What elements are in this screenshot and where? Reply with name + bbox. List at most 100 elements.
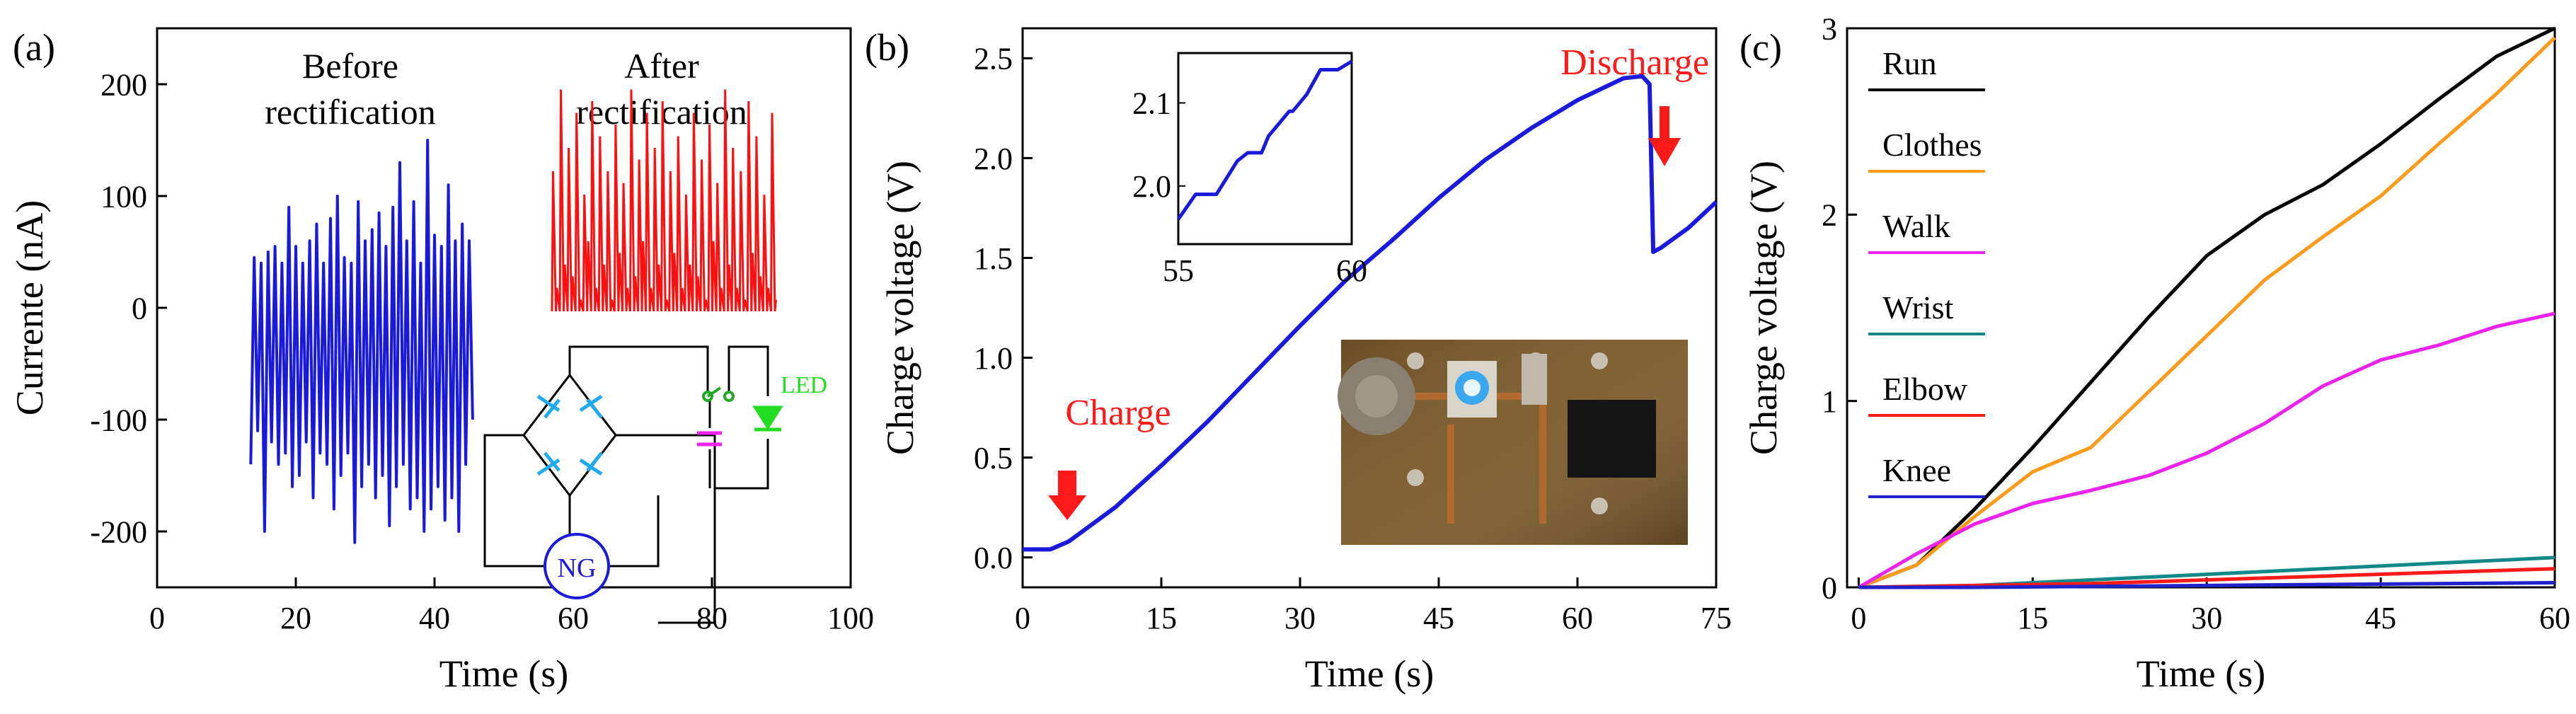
y-tick-label: 200 <box>100 67 147 102</box>
zoom-inset: 55 60 2.0 2.1 <box>1132 59 1367 288</box>
y-tick-label: 0.5 <box>974 441 1013 476</box>
y-tick-label: 0 <box>132 291 147 326</box>
y-tick-label: -100 <box>90 403 147 437</box>
x-tick-label: 60 <box>558 601 589 635</box>
x-tick-label: 30 <box>1284 601 1316 635</box>
bridge-diodes <box>536 394 603 476</box>
x-tick-label: 75 <box>1701 601 1732 635</box>
series-walk <box>1858 311 2555 589</box>
chip-icon <box>1568 400 1656 478</box>
y-tick-label: 2.5 <box>974 42 1013 76</box>
panel-a-annotation-before-line2: rectification <box>265 92 436 132</box>
panel-a-ylabel: Currente (nA) <box>8 200 51 415</box>
diode-icon <box>579 394 603 419</box>
x-tick-label: 15 <box>1146 601 1177 635</box>
y-tick-label: 0.0 <box>974 541 1013 575</box>
series-run <box>1858 26 2556 589</box>
series-after-rectification <box>551 89 777 312</box>
legend-label: Clothes <box>1882 127 1982 163</box>
charge-arrow-icon <box>1048 471 1086 520</box>
x-tick-label: 60 <box>1562 601 1593 635</box>
panel-b-plot-area <box>1021 27 1718 589</box>
panel-a: (a) 0 20 40 60 80 100 -200 -100 0 100 200 Time (s)… <box>8 26 874 695</box>
panel-c-plot-area <box>1846 27 2556 589</box>
legend-label: Knee <box>1882 452 1951 488</box>
diode-icon <box>536 394 560 419</box>
panel-b-ticks: 0 15 30 45 60 75 0.0 0.5 1.0 1.5 2.0 2.5 <box>974 42 1732 635</box>
y-tick-label: 2 <box>1822 198 1837 233</box>
series-before-rectification <box>249 139 474 544</box>
led-label: LED <box>781 372 827 398</box>
y-tick-label: 2.0 <box>974 142 1013 176</box>
discharge-arrow-icon <box>1648 106 1681 166</box>
y-tick-label: 100 <box>100 179 147 214</box>
x-tick-label: 0 <box>1851 601 1866 635</box>
inset-series <box>1176 59 1353 221</box>
panel-c-xlabel: Time (s) <box>2137 652 2266 695</box>
y-tick-label: -200 <box>90 514 147 549</box>
y-tick-label: 3 <box>1822 11 1837 46</box>
x-tick-label: 15 <box>2017 601 2048 635</box>
series-elbow <box>1858 567 2555 589</box>
series-charge-voltage <box>1023 74 1718 552</box>
inset-y-tick-label: 2.1 <box>1132 86 1171 120</box>
legend-label: Run <box>1882 45 1937 81</box>
circuit-wire-switch <box>728 345 769 396</box>
panel-c: (c) 0 15 30 45 60 0 1 2 3 Time (s) Charge voltag… <box>1740 11 2570 695</box>
diode-bridge <box>522 373 617 497</box>
x-tick-label: 100 <box>827 601 874 635</box>
circuit-wire-bridge-left <box>483 434 524 467</box>
circuit-wire-left <box>483 467 545 568</box>
discharge-annotation: Discharge <box>1560 42 1709 83</box>
inset-x-tick-label: 55 <box>1163 253 1194 288</box>
panel-a-xlabel: Time (s) <box>439 652 569 695</box>
y-tick-label: 0 <box>1822 570 1837 605</box>
panel-c-label: (c) <box>1740 26 1782 69</box>
diode-icon <box>579 451 603 476</box>
circuit-wire-outer <box>616 434 716 624</box>
series-knee <box>1858 580 2555 589</box>
panel-c-ylabel: Charge voltage (V) <box>1742 161 1785 455</box>
circuit-wire-right <box>609 495 660 568</box>
inset-x-tick-label: 60 <box>1336 253 1367 288</box>
charge-annotation: Charge <box>1065 393 1171 433</box>
diode-icon <box>536 451 560 476</box>
panel-c-series <box>1858 26 2556 589</box>
panel-a-label: (a) <box>13 26 55 69</box>
x-tick-label: 30 <box>2191 601 2222 635</box>
panel-b-ylabel: Charge voltage (V) <box>879 161 921 455</box>
x-tick-label: 45 <box>2365 601 2396 635</box>
legend-label: Elbow <box>1882 371 1968 407</box>
y-tick-label: 1.5 <box>974 241 1013 276</box>
device-photo <box>1338 340 1688 545</box>
panel-a-annotation-before-line1: Before <box>302 46 398 86</box>
series-clothes <box>1858 36 2556 589</box>
panel-a-ticks: 0 20 40 60 80 100 -200 -100 0 100 200 <box>90 67 874 635</box>
panel-a-annotation-after-line1: After <box>624 46 699 86</box>
panel-c-ticks: 0 15 30 45 60 0 1 2 3 <box>1822 11 2570 635</box>
nanogenerator-icon <box>544 533 610 599</box>
panel-b-label: (b) <box>865 26 909 69</box>
x-tick-label: 80 <box>696 601 728 635</box>
y-tick-label: 1 <box>1822 384 1837 419</box>
inset-y-tick-label: 2.0 <box>1132 169 1171 204</box>
panel-b-series <box>1023 74 1718 552</box>
circuit-wire-led <box>715 439 769 490</box>
capacitor-icon <box>697 431 722 447</box>
panel-b-xlabel: Time (s) <box>1305 652 1434 695</box>
rectifier-circuit-diagram <box>483 345 783 624</box>
legend-label: Walk <box>1882 208 1950 244</box>
y-tick-label: 1.0 <box>974 341 1013 376</box>
x-tick-label: 0 <box>1015 601 1030 635</box>
legend-label: Wrist <box>1882 289 1954 326</box>
panel-a-series <box>249 89 777 544</box>
x-tick-label: 20 <box>280 601 311 635</box>
x-tick-label: 0 <box>149 601 165 635</box>
panel-c-legend: Run Clothes Walk Wrist Elbow Knee <box>1868 45 1985 498</box>
switch-icon <box>702 386 735 402</box>
x-tick-label: 45 <box>1423 601 1454 635</box>
x-tick-label: 60 <box>2539 601 2570 635</box>
panel-b: (b) 0 15 30 45 60 75 0.0 0.5 1.0 1.5 2.0 2.5 Time (… <box>865 26 1732 695</box>
led-icon <box>752 405 783 432</box>
